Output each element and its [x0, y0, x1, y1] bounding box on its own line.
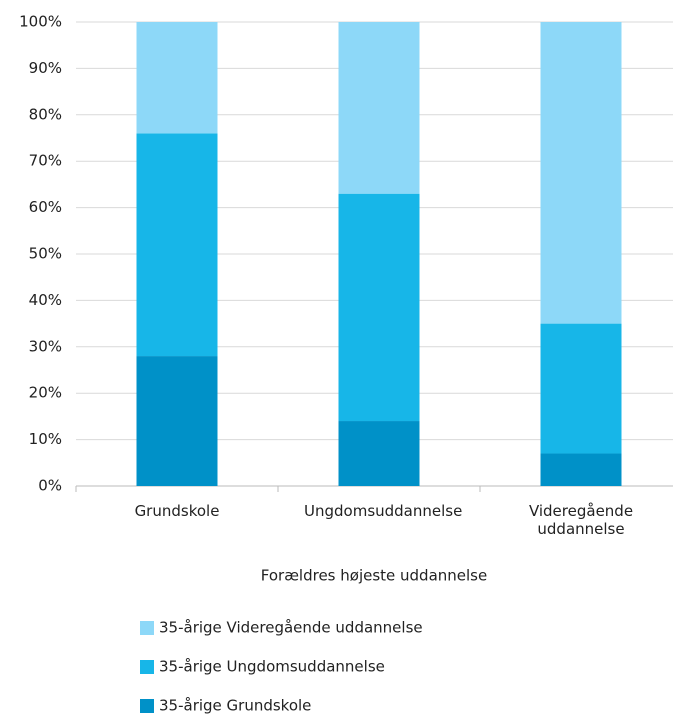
bar-segment — [540, 22, 622, 324]
legend-label: 35-årige Videregående uddannelse — [159, 619, 423, 637]
y-tick-label: 60% — [29, 198, 62, 216]
bar-segment — [338, 22, 420, 194]
x-tick-label: Ungdomsuddannelse — [304, 502, 463, 520]
x-axis-title: Forældres højeste uddannelse — [261, 567, 487, 585]
bar-segment — [338, 193, 420, 422]
bar-segment — [136, 133, 218, 357]
y-tick-label: 90% — [29, 59, 62, 77]
y-tick-label: 70% — [29, 152, 62, 170]
bar-segment — [338, 421, 420, 486]
y-tick-label: 80% — [29, 105, 62, 123]
y-tick-label: 0% — [38, 477, 62, 495]
y-tick-label: 20% — [29, 384, 62, 402]
legend-swatch — [140, 621, 154, 635]
bar-segment — [136, 22, 218, 134]
x-tick-label: Grundskole — [134, 502, 220, 520]
legend-label: 35-årige Grundskole — [159, 697, 311, 715]
y-tick-label: 30% — [29, 337, 62, 355]
x-tick-label: Videregående uddannelse — [528, 502, 634, 538]
y-tick-label: 10% — [29, 430, 62, 448]
bar-segment — [136, 356, 218, 486]
legend-label: 35-årige Ungdomsuddannelse — [159, 658, 385, 676]
bar-segment — [540, 453, 622, 486]
bar-segment — [540, 323, 622, 454]
legend-swatch — [140, 660, 154, 674]
legend-swatch — [140, 699, 154, 713]
y-tick-label: 100% — [19, 13, 62, 31]
y-tick-label: 40% — [29, 291, 62, 309]
y-tick-label: 50% — [29, 245, 62, 263]
